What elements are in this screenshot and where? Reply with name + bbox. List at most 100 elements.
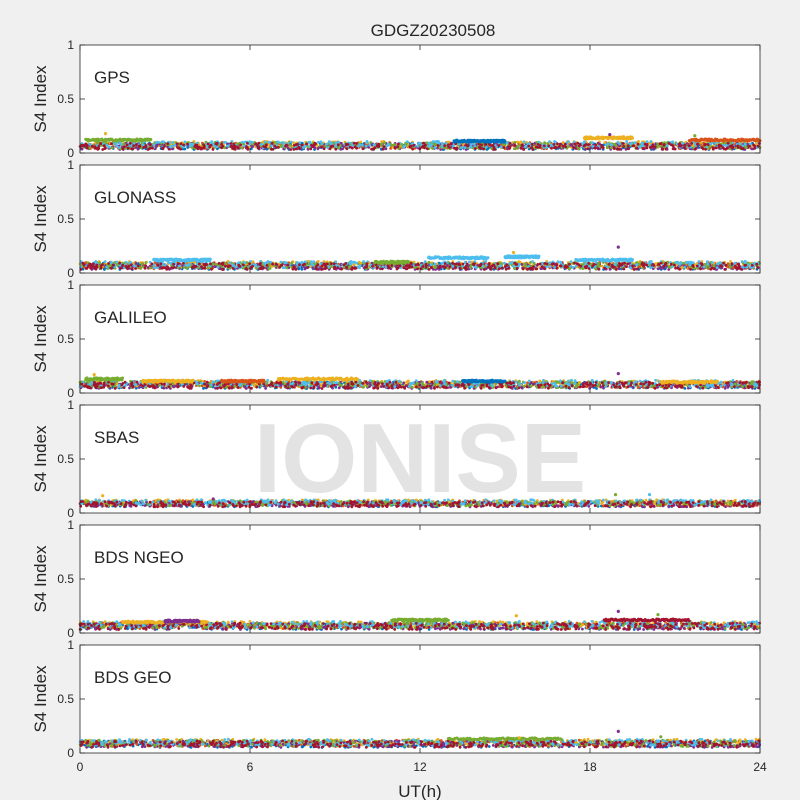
data-point: [691, 264, 695, 267]
data-point: [683, 143, 687, 147]
data-point: [359, 140, 363, 144]
data-point: [337, 140, 340, 144]
data-point: [92, 262, 95, 266]
data-point: [186, 142, 190, 146]
data-point: [669, 262, 673, 266]
data-point: [387, 266, 390, 270]
data-point: [368, 143, 372, 147]
data-point: [108, 264, 112, 268]
data-point: [372, 143, 376, 147]
data-point: [323, 262, 327, 266]
data-point: [248, 140, 252, 144]
data-point: [455, 147, 458, 151]
data-point: [566, 140, 570, 143]
data-point: [705, 260, 709, 264]
data-point: [660, 147, 664, 151]
data-point: [743, 264, 747, 267]
data-point: [127, 264, 131, 268]
data-point: [132, 144, 136, 148]
data-point: [355, 142, 358, 145]
data-point: [730, 262, 734, 265]
data-point: [584, 147, 587, 151]
data-point: [396, 145, 400, 149]
data-point: [472, 263, 476, 266]
data-point: [226, 265, 230, 268]
data-point: [465, 262, 469, 266]
data-point: [625, 265, 628, 268]
data-point: [535, 267, 539, 271]
data-point: [721, 146, 725, 150]
data-point: [380, 140, 383, 144]
data-point: [354, 266, 358, 270]
data-point: [298, 141, 302, 145]
data-point: [105, 143, 109, 147]
data-point: [521, 267, 525, 271]
data-point: [542, 144, 546, 148]
data-point: [276, 146, 280, 149]
data-point: [276, 140, 280, 144]
data-point: [412, 144, 416, 147]
data-point: [652, 264, 656, 267]
data-point: [625, 140, 629, 143]
data-point: [246, 147, 250, 151]
data-point: [555, 266, 559, 270]
data-point: [159, 262, 163, 266]
data-point: [559, 260, 562, 264]
data-point: [505, 264, 509, 267]
data-point: [292, 141, 295, 145]
data-point: [104, 146, 107, 150]
data-point: [532, 265, 535, 269]
data-point: [90, 144, 94, 148]
data-point: [245, 261, 249, 264]
data-point: [264, 146, 267, 149]
data-point: [461, 146, 464, 149]
data-point: [221, 267, 224, 271]
data-point: [743, 143, 747, 146]
data-point: [758, 142, 761, 145]
data-point: [421, 265, 425, 268]
data-point: [81, 143, 85, 147]
data-point: [117, 146, 121, 149]
data-point: [365, 262, 369, 266]
data-point: [236, 146, 240, 150]
data-point: [631, 136, 634, 140]
data-point: [336, 266, 340, 270]
data-point: [510, 261, 514, 265]
data-point: [249, 260, 252, 263]
data-point: [130, 147, 134, 151]
data-point: [245, 268, 249, 271]
data-point: [192, 140, 196, 143]
data-point: [674, 266, 677, 270]
data-point: [429, 263, 433, 267]
data-point: [397, 142, 400, 146]
data-point: [640, 141, 644, 145]
data-point: [205, 263, 209, 266]
data-point: [298, 263, 301, 267]
data-point: [350, 146, 354, 150]
data-point: [209, 262, 212, 266]
data-point: [736, 267, 739, 270]
data-point: [268, 263, 271, 267]
data-point: [596, 264, 600, 267]
data-point: [573, 261, 576, 265]
data-point: [375, 267, 379, 270]
data-point: [516, 140, 519, 144]
data-point: [337, 146, 341, 150]
data-point: [380, 267, 384, 271]
data-point: [224, 264, 227, 268]
data-point: [240, 140, 244, 144]
data-point: [135, 143, 138, 147]
data-point: [177, 262, 180, 265]
data-point: [612, 147, 616, 151]
data-point: [184, 264, 188, 267]
data-point: [179, 142, 183, 146]
data-point: [486, 265, 490, 269]
data-point: [345, 147, 349, 151]
data-point: [740, 268, 743, 271]
data-point: [512, 264, 515, 268]
data-point: [123, 145, 126, 149]
data-point: [289, 144, 293, 147]
data-point: [110, 261, 113, 265]
data-point: [279, 260, 283, 264]
data-point: [126, 267, 129, 271]
